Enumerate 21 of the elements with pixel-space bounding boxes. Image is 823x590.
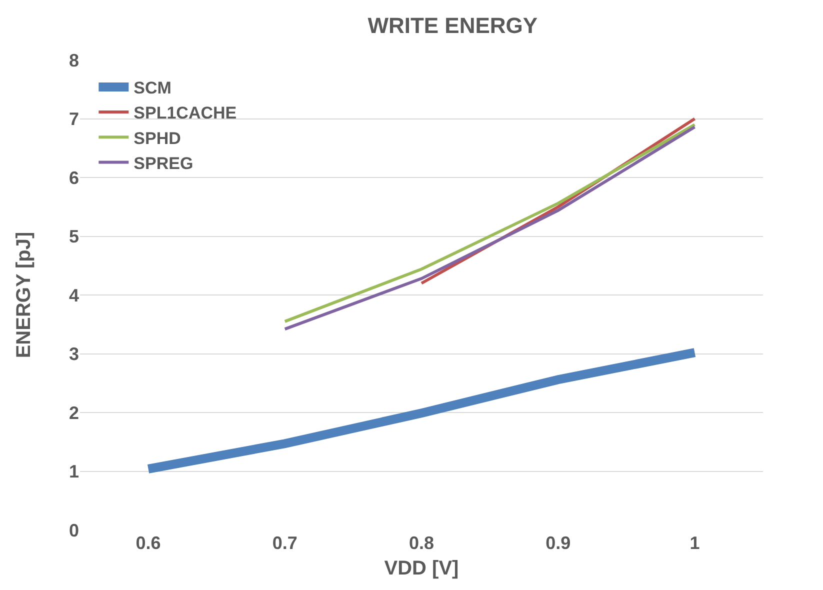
y-tick-label: 8 — [68, 50, 79, 70]
y-tick-label: 3 — [68, 344, 79, 364]
y-tick-label: 7 — [68, 109, 79, 130]
y-tick-label: 0 — [68, 520, 79, 540]
x-axis-title: VDD [V] — [384, 558, 459, 580]
y-axis-title: ENERGY [pJ] — [13, 232, 35, 358]
legend-label: SPREG — [134, 154, 194, 173]
x-tick-label: 0.8 — [408, 533, 434, 553]
legend-label: SCM — [134, 78, 172, 98]
y-tick-label: 1 — [68, 462, 79, 482]
x-tick-label: 0.7 — [272, 533, 298, 553]
y-tick-label: 4 — [68, 285, 79, 306]
legend-label: SPL1CACHE — [134, 104, 237, 123]
x-tick-label: 0.6 — [136, 533, 161, 553]
legend-label: SPHD — [134, 128, 181, 148]
x-tick-label: 1 — [690, 533, 700, 553]
chart-title: WRITE ENERGY — [368, 13, 538, 38]
x-tick-label: 0.9 — [546, 533, 571, 553]
y-tick-label: 6 — [68, 168, 79, 188]
y-tick-label: 5 — [68, 226, 79, 247]
y-tick-label: 2 — [68, 402, 79, 423]
